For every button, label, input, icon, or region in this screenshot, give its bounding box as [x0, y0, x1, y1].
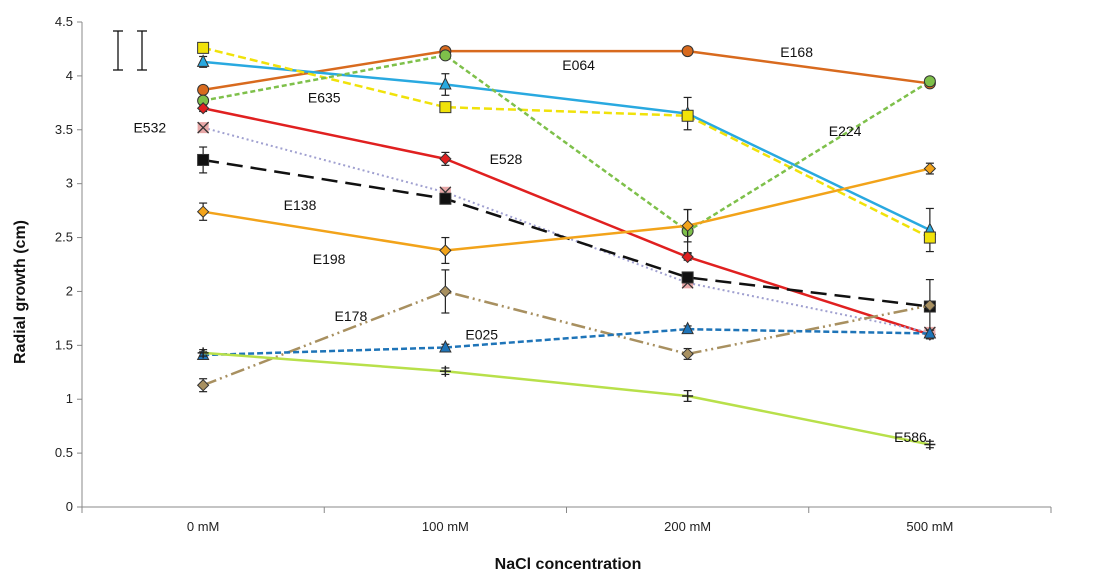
- series-label-E528: E528: [490, 151, 523, 167]
- series-E224: [199, 51, 934, 254]
- y-tick-label: 2.5: [55, 230, 73, 245]
- data-point: [923, 162, 937, 175]
- series-E532: [199, 123, 934, 337]
- data-point: [681, 109, 694, 122]
- data-point: [196, 54, 210, 67]
- y-tick-label: 3.5: [55, 122, 73, 137]
- plot-area: 0 0.5 1 1.5 2 2.5 3 3.5 4 4.5 0 mM 100 mM 200 mM 500 …: [55, 14, 1052, 534]
- data-point: [439, 244, 452, 257]
- data-point: [923, 231, 936, 244]
- series-line: [203, 60, 931, 232]
- data-point: [197, 121, 210, 134]
- series-line: [202, 167, 931, 252]
- data-point: [197, 83, 210, 96]
- series-line: [202, 106, 931, 336]
- x-tick-label: 100 mM: [422, 519, 469, 534]
- data-point: [681, 271, 694, 284]
- data-point: [196, 102, 210, 115]
- series-E025: [199, 325, 934, 359]
- series-label-E138: E138: [284, 197, 317, 213]
- data-point: [439, 152, 452, 166]
- y-tick-label: 4.5: [55, 14, 73, 29]
- x-tick-label: 500 mM: [906, 519, 953, 534]
- y-tick-label: 0.5: [55, 445, 73, 460]
- series-E138: [199, 146, 934, 335]
- data-point: [681, 219, 694, 232]
- data-point: [196, 205, 210, 218]
- data-point: [681, 250, 694, 264]
- series-line: [202, 54, 931, 233]
- data-point: [197, 41, 210, 54]
- data-point: [439, 76, 452, 90]
- y-tick-label: 1.5: [55, 337, 73, 352]
- series-label-E198: E198: [313, 251, 346, 267]
- data-point: [439, 339, 452, 353]
- data-point: [197, 153, 210, 166]
- series-label-E025: E025: [465, 327, 498, 343]
- data-point: [923, 75, 936, 88]
- data-point: [923, 299, 937, 312]
- series-label-E064: E064: [562, 57, 595, 73]
- data-point: [439, 49, 452, 62]
- data-point: [439, 365, 451, 377]
- x-tick-label: 0 mM: [187, 519, 220, 534]
- y-tick-label: 0: [66, 499, 73, 514]
- data-point: [681, 321, 694, 335]
- data-point: [924, 438, 936, 450]
- series-line: [202, 290, 931, 387]
- y-tick-label: 1: [66, 391, 73, 406]
- data-point: [681, 45, 694, 58]
- series-E528: [199, 104, 934, 340]
- series-label-E586: E586: [894, 429, 927, 445]
- x-axis-title: NaCl concentration: [495, 556, 642, 573]
- series-line: [203, 351, 931, 446]
- series-label-E168: E168: [780, 44, 813, 60]
- y-tick-label: 3: [66, 176, 73, 191]
- data-point: [439, 192, 452, 205]
- series-E586: [199, 349, 934, 449]
- data-point: [196, 379, 210, 392]
- series-line: [202, 49, 931, 92]
- y-tick-label: 4: [66, 68, 73, 83]
- series-line: [203, 327, 930, 357]
- series-E064: [199, 55, 934, 253]
- data-point: [197, 347, 209, 359]
- series-label-E532: E532: [133, 120, 166, 136]
- series-label-E635: E635: [308, 89, 341, 105]
- data-point: [682, 390, 694, 402]
- y-axis-title: Radial growth (cm): [12, 220, 29, 364]
- data-point: [439, 285, 452, 298]
- data-point: [681, 347, 694, 361]
- x-tick-label: 200 mM: [664, 519, 711, 534]
- data-point: [439, 101, 452, 114]
- series-label-E224: E224: [829, 123, 862, 139]
- series-label-E178: E178: [335, 308, 368, 324]
- data-point: [923, 325, 937, 339]
- y-tick-label: 2: [66, 283, 73, 298]
